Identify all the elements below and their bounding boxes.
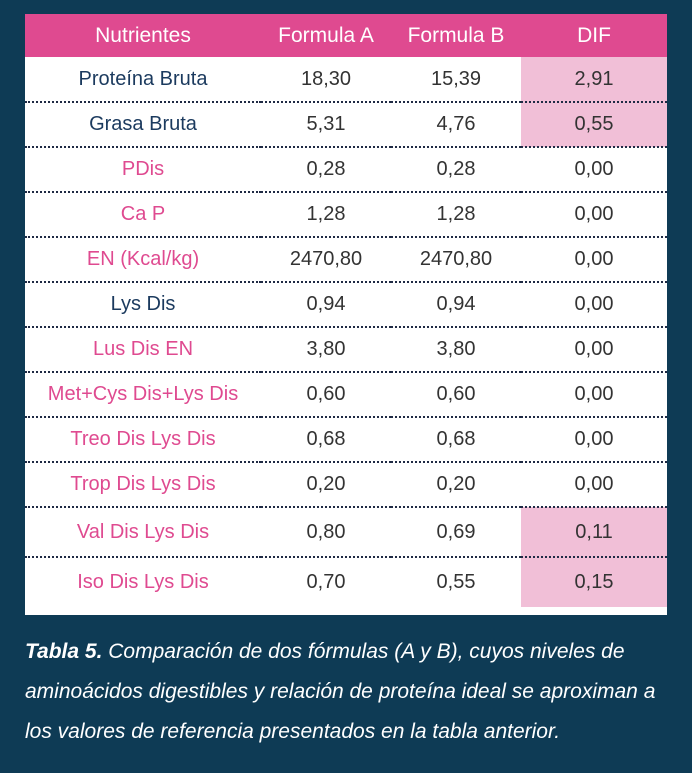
table-row: Val Dis Lys Dis 0,80 0,69 0,11 — [25, 507, 667, 558]
formula-a-value: 18,30 — [261, 57, 391, 103]
caption-text: Comparación de dos fórmulas (A y B), cuy… — [25, 640, 656, 743]
formula-b-value: 0,94 — [391, 282, 521, 328]
table-row: Treo Dis Lys Dis 0,68 0,68 0,00 — [25, 417, 667, 463]
dif-value: 0,00 — [521, 147, 667, 193]
row-label: Val Dis Lys Dis — [25, 507, 261, 558]
formula-a-value: 1,28 — [261, 192, 391, 238]
formula-b-value: 0,55 — [436, 571, 476, 593]
row-label: Iso Dis Lys Dis — [77, 571, 209, 593]
table-row: EN (Kcal/kg) 2470,80 2470,80 0,00 — [25, 237, 667, 283]
table-row: Iso Dis Lys Dis 0,70 0,55 0,15 — [25, 557, 667, 607]
dif-value: 0,11 — [521, 507, 667, 558]
table-row: Grasa Bruta 5,31 4,76 0,55 — [25, 102, 667, 148]
formula-a-value: 0,20 — [261, 462, 391, 508]
row-label: Lus Dis EN — [25, 327, 261, 373]
nutrient-comparison-table: Nutrientes Formula A Formula B DIF Prote… — [25, 14, 667, 615]
table-row: Trop Dis Lys Dis 0,20 0,20 0,00 — [25, 462, 667, 508]
dif-value: 0,00 — [521, 372, 667, 418]
formula-a-value: 0,68 — [261, 417, 391, 463]
header-nutrientes: Nutrientes — [95, 23, 191, 47]
formula-b-value: 0,69 — [391, 507, 521, 558]
table-row: Proteína Bruta 18,30 15,39 2,91 — [25, 57, 667, 103]
dif-value: 0,00 — [521, 192, 667, 238]
row-label: Grasa Bruta — [25, 102, 261, 148]
row-label: EN (Kcal/kg) — [25, 237, 261, 283]
formula-b-value: 2470,80 — [391, 237, 521, 283]
row-label: Proteína Bruta — [25, 57, 261, 103]
formula-a-value: 5,31 — [261, 102, 391, 148]
formula-a-value: 0,60 — [261, 372, 391, 418]
formula-a-value: 0,80 — [261, 507, 391, 558]
formula-b-value: 4,76 — [391, 102, 521, 148]
dif-value: 0,55 — [521, 102, 667, 148]
row-label: Treo Dis Lys Dis — [25, 417, 261, 463]
caption-label: Tabla 5. — [25, 640, 103, 663]
dif-value: 0,00 — [521, 462, 667, 508]
header-formula-a: Formula A — [278, 23, 374, 47]
table-header-row: Nutrientes Formula A Formula B DIF — [25, 14, 667, 57]
formula-a-value: 0,28 — [261, 147, 391, 193]
dif-value: 0,00 — [521, 282, 667, 328]
header-formula-b: Formula B — [407, 23, 505, 47]
table-row: Lys Dis 0,94 0,94 0,00 — [25, 282, 667, 328]
table-caption: Tabla 5. Comparación de dos fórmulas (A … — [25, 632, 665, 752]
formula-a-value: 0,70 — [306, 571, 346, 593]
formula-b-value: 3,80 — [391, 327, 521, 373]
formula-b-value: 0,20 — [391, 462, 521, 508]
formula-b-value: 0,60 — [391, 372, 521, 418]
table-row: Lus Dis EN 3,80 3,80 0,00 — [25, 327, 667, 373]
row-label: Met+Cys Dis+Lys Dis — [25, 372, 261, 418]
dif-value: 2,91 — [521, 57, 667, 103]
table-row: Ca P 1,28 1,28 0,00 — [25, 192, 667, 238]
formula-b-value: 0,68 — [391, 417, 521, 463]
dif-value: 0,15 — [521, 557, 667, 607]
formula-a-value: 0,94 — [261, 282, 391, 328]
formula-b-value: 1,28 — [391, 192, 521, 238]
dif-value: 0,00 — [521, 417, 667, 463]
dif-value: 0,00 — [521, 327, 667, 373]
dif-value: 0,00 — [521, 237, 667, 283]
formula-b-value: 0,28 — [391, 147, 521, 193]
formula-a-value: 3,80 — [261, 327, 391, 373]
row-label: PDis — [25, 147, 261, 193]
table: Nutrientes Formula A Formula B DIF Prote… — [25, 14, 667, 607]
formula-b-value: 15,39 — [391, 57, 521, 103]
table-row: Met+Cys Dis+Lys Dis 0,60 0,60 0,00 — [25, 372, 667, 418]
header-dif: DIF — [577, 23, 611, 47]
row-label: Ca P — [25, 192, 261, 238]
row-label: Lys Dis — [25, 282, 261, 328]
formula-a-value: 2470,80 — [261, 237, 391, 283]
row-label: Trop Dis Lys Dis — [25, 462, 261, 508]
table-row: PDis 0,28 0,28 0,00 — [25, 147, 667, 193]
